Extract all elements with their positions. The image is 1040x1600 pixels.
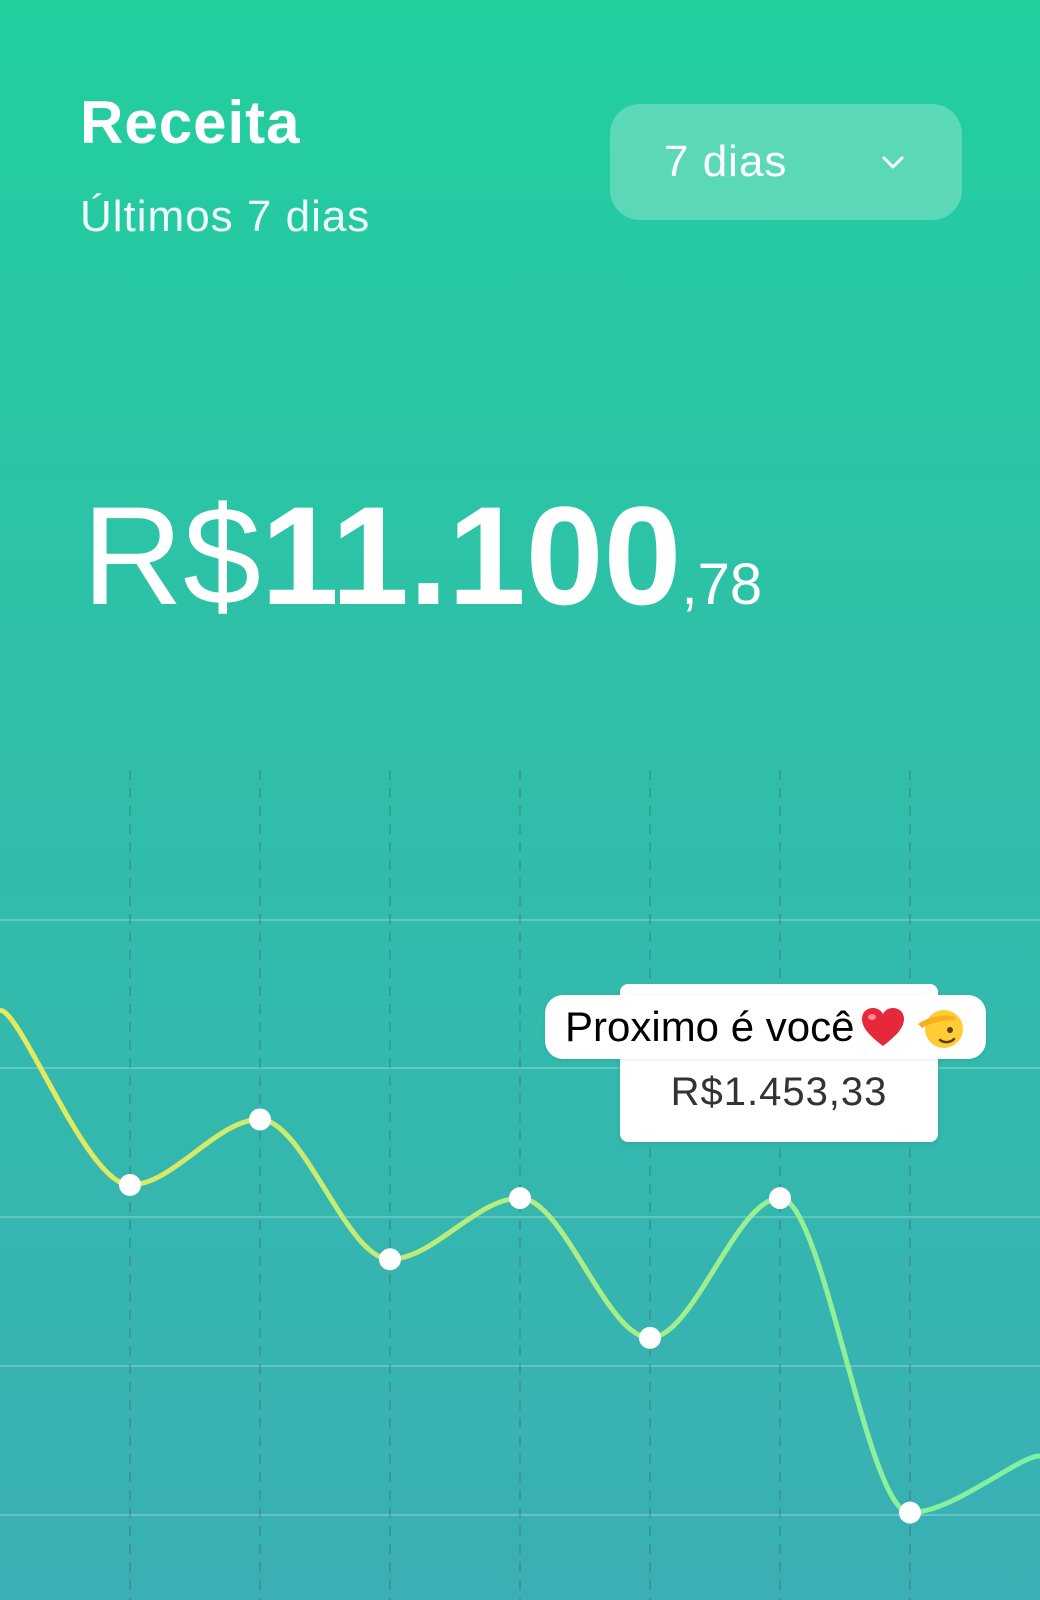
total-amount: R$11.100,78 bbox=[82, 486, 762, 626]
data-point-highlighted[interactable] bbox=[769, 1187, 791, 1210]
data-point[interactable] bbox=[249, 1108, 271, 1131]
data-point[interactable] bbox=[509, 1187, 531, 1210]
horizontal-gridlines bbox=[0, 919, 1040, 1516]
page-subtitle: Últimos 7 dias bbox=[80, 192, 371, 241]
page-title: Receita bbox=[80, 89, 301, 156]
period-select[interactable]: 7 dias bbox=[610, 104, 962, 220]
tooltip-value: R$1.453,33 bbox=[670, 1070, 888, 1114]
data-points bbox=[119, 1108, 921, 1524]
saluting-face-icon bbox=[918, 1010, 964, 1048]
heart-icon bbox=[862, 1008, 905, 1046]
vertical-gridlines bbox=[129, 770, 911, 1600]
data-point[interactable] bbox=[639, 1326, 661, 1349]
series-line bbox=[0, 1007, 1040, 1516]
total-currency: R$ bbox=[82, 477, 261, 634]
data-point[interactable] bbox=[119, 1174, 141, 1196]
sticker-text: Proximo é você bbox=[565, 1003, 855, 1050]
data-point[interactable] bbox=[379, 1248, 401, 1271]
period-select-label: 7 dias bbox=[664, 137, 788, 186]
data-point[interactable] bbox=[899, 1501, 921, 1524]
total-integer: 11.100 bbox=[260, 477, 682, 634]
chevron-down-icon bbox=[882, 156, 904, 169]
total-cents: ,78 bbox=[681, 552, 763, 617]
text-sticker: Proximo é você bbox=[545, 995, 987, 1059]
